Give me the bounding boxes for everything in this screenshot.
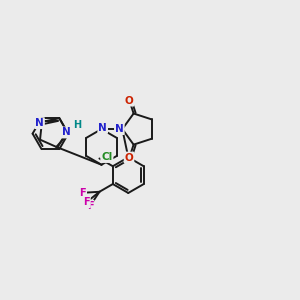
Text: O: O bbox=[124, 96, 134, 106]
Text: F: F bbox=[80, 188, 86, 198]
Text: O: O bbox=[124, 153, 134, 163]
Text: N: N bbox=[98, 123, 107, 133]
Text: N: N bbox=[35, 118, 44, 128]
Text: F: F bbox=[83, 197, 90, 207]
Text: H: H bbox=[73, 120, 81, 130]
Text: N: N bbox=[61, 128, 70, 137]
Text: N: N bbox=[115, 124, 124, 134]
Text: F: F bbox=[87, 201, 94, 211]
Text: Cl: Cl bbox=[101, 152, 112, 162]
